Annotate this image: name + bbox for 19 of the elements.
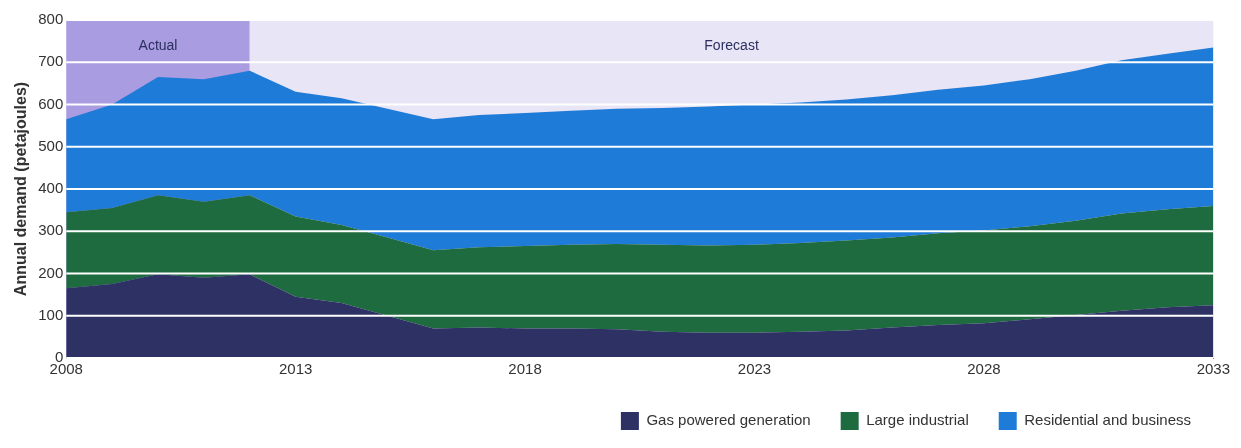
x-tick-label: 2023 <box>737 360 772 378</box>
y-tick-label: 400 <box>38 179 64 197</box>
x-tick-label: 2028 <box>967 360 1001 378</box>
x-tick-label: 2033 <box>1196 360 1230 378</box>
band-label: Forecast <box>704 36 759 53</box>
y-tick-label: 300 <box>38 221 64 239</box>
legend-label: Residential and business <box>1024 411 1192 429</box>
y-tick-label: 700 <box>38 52 64 70</box>
y-tick-label: 500 <box>38 136 64 154</box>
y-tick-label: 600 <box>38 94 64 112</box>
x-tick-label: 2013 <box>278 360 313 378</box>
y-tick-label: 200 <box>38 263 64 281</box>
x-tick-label: 2018 <box>508 360 542 378</box>
legend-label: Large industrial <box>866 411 969 429</box>
legend-label: Gas powered generation <box>646 411 811 429</box>
y-tick-label: 100 <box>38 305 64 323</box>
y-axis-title: Annual demand (petajoules) <box>12 81 30 297</box>
y-tick-label: 800 <box>38 10 64 28</box>
band-label: Actual <box>138 36 178 53</box>
